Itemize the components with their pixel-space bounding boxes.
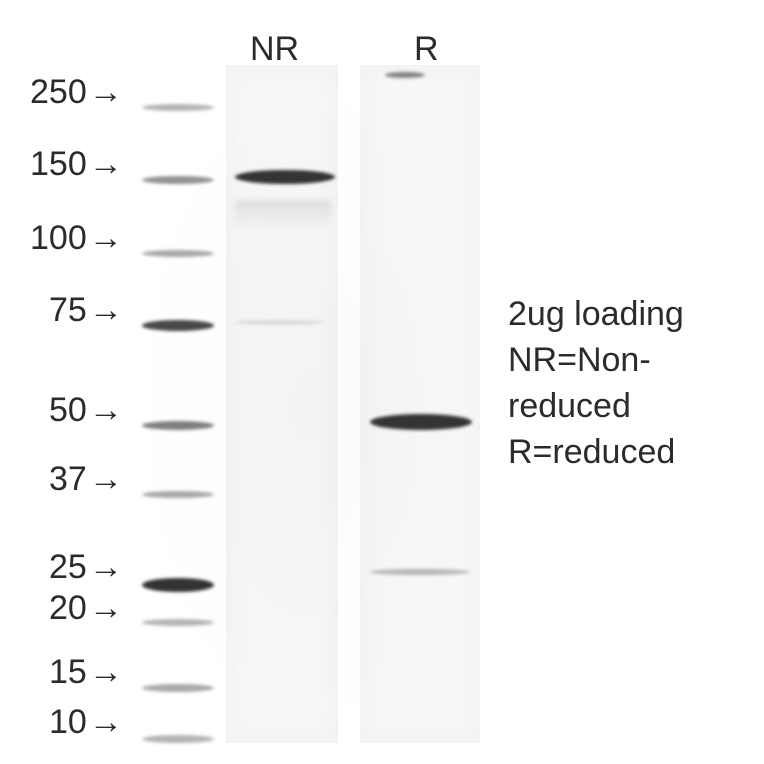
legend-line: NR=Non- (508, 338, 684, 384)
ladder-band (142, 320, 214, 331)
arrow-icon: → (89, 589, 123, 628)
legend-line: 2ug loading (508, 292, 684, 338)
marker-value: 37 (49, 460, 87, 499)
marker-label-37: 37→ (49, 460, 123, 499)
ladder-band (142, 250, 214, 257)
marker-label-50: 50→ (49, 391, 123, 430)
arrow-icon: → (89, 548, 123, 587)
lane-boundary (226, 65, 338, 743)
marker-value: 250 (30, 73, 87, 112)
sample-band-nr (235, 320, 323, 325)
ladder-band (142, 491, 214, 498)
marker-value: 50 (49, 391, 87, 430)
marker-value: 150 (30, 145, 87, 184)
marker-value: 75 (49, 291, 87, 330)
arrow-icon: → (89, 73, 123, 112)
marker-value: 20 (49, 589, 87, 628)
ladder-band (142, 176, 214, 184)
marker-label-150: 150→ (30, 145, 123, 184)
ladder-band (142, 619, 214, 626)
lane-header-r: R (414, 30, 439, 69)
marker-label-15: 15→ (49, 653, 123, 692)
marker-label-20: 20→ (49, 589, 123, 628)
arrow-icon: → (89, 145, 123, 184)
marker-label-75: 75→ (49, 291, 123, 330)
gel-image-container: { "figure": { "type": "gel-electrophores… (0, 0, 764, 764)
lane-header-nr: NR (250, 30, 299, 69)
legend-text: 2ug loadingNR=Non-reducedR=reduced (508, 292, 684, 476)
arrow-icon: → (89, 219, 123, 258)
ladder-band (142, 684, 214, 692)
arrow-icon: → (89, 391, 123, 430)
marker-value: 15 (49, 653, 87, 692)
marker-label-100: 100→ (30, 219, 123, 258)
sample-band-nr (235, 170, 335, 184)
ladder-band (142, 735, 214, 743)
ladder-band (142, 104, 214, 111)
ladder-band (142, 421, 214, 430)
legend-line: reduced (508, 384, 684, 430)
arrow-icon: → (89, 653, 123, 692)
sample-band-nr (235, 200, 331, 230)
marker-value: 10 (49, 703, 87, 742)
legend-line: R=reduced (508, 430, 684, 476)
marker-label-10: 10→ (49, 703, 123, 742)
marker-label-250: 250→ (30, 73, 123, 112)
marker-value: 25 (49, 548, 87, 587)
arrow-icon: → (89, 460, 123, 499)
arrow-icon: → (89, 703, 123, 742)
sample-band-r (370, 569, 470, 575)
sample-band-r (370, 414, 472, 430)
arrow-icon: → (89, 291, 123, 330)
ladder-band (142, 578, 214, 592)
sample-band-r (385, 72, 425, 78)
lane-boundary (360, 65, 480, 743)
marker-value: 100 (30, 219, 87, 258)
marker-label-25: 25→ (49, 548, 123, 587)
